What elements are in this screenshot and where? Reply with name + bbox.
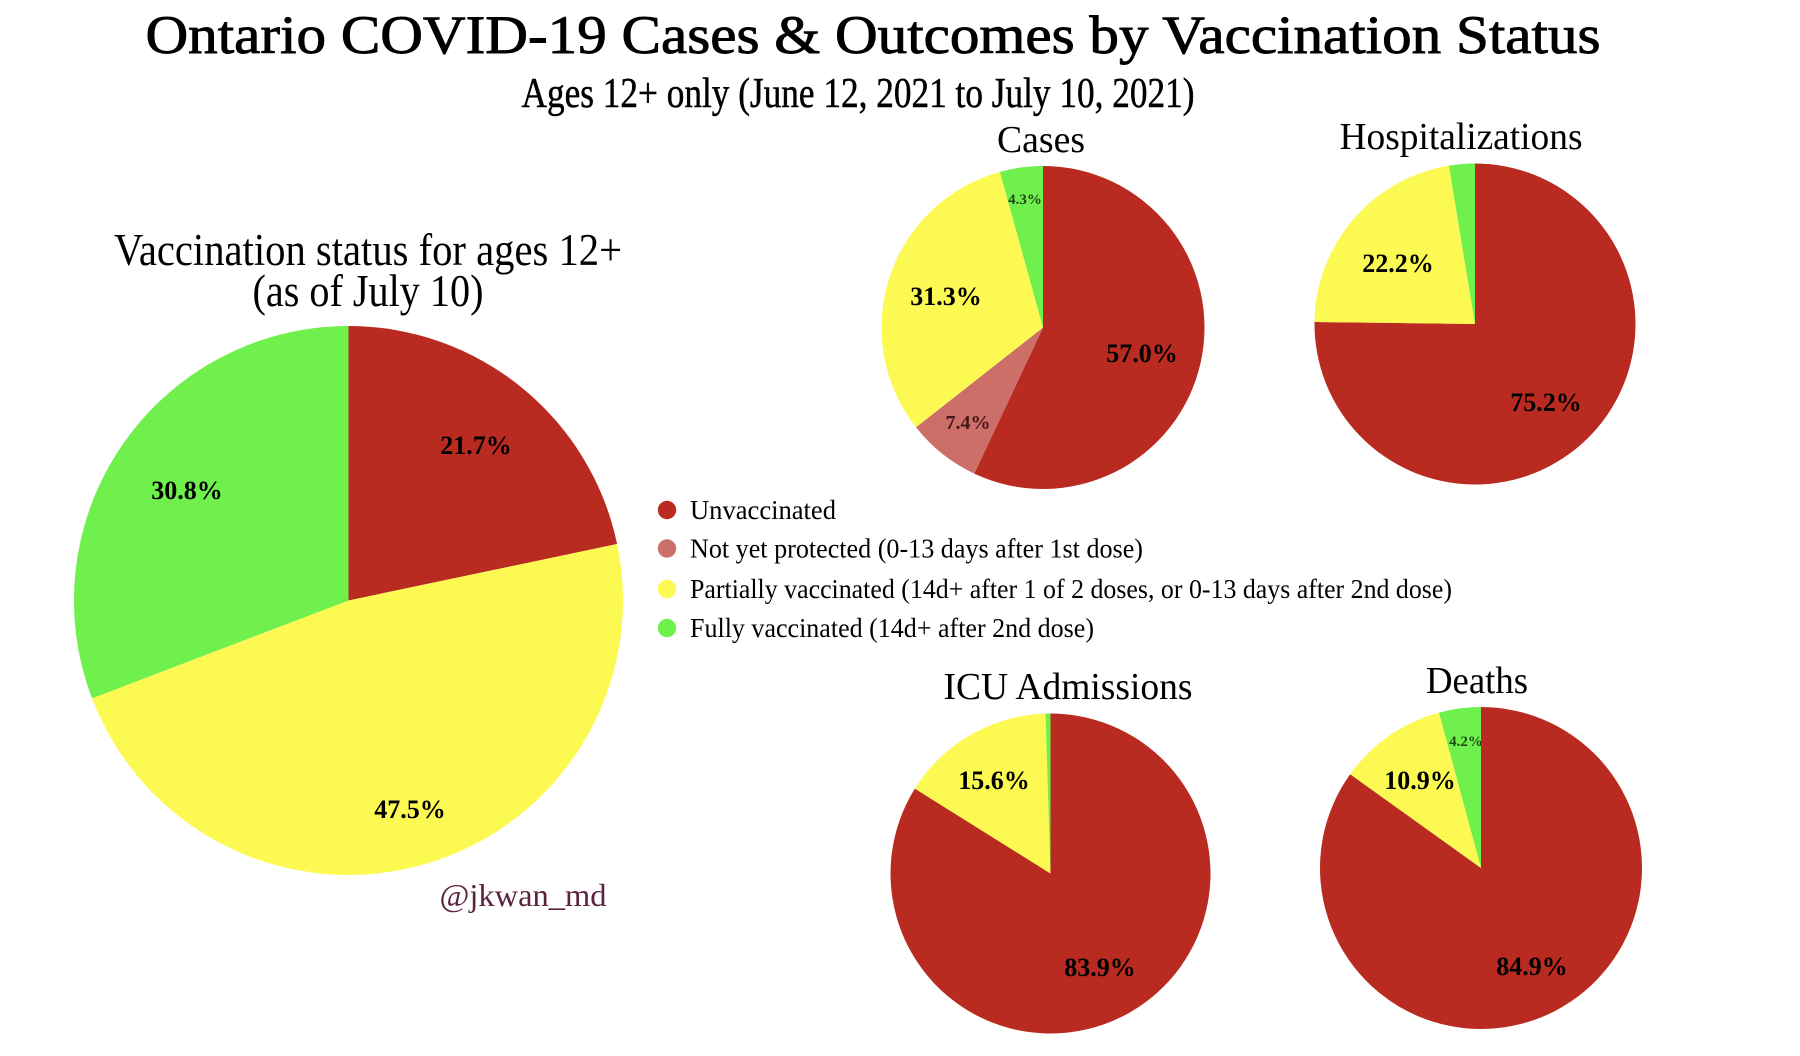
svg-text:Not yet protected (0-13 days a: Not yet protected (0-13 days after 1st d… bbox=[690, 534, 1143, 564]
svg-text:Cases: Cases bbox=[997, 119, 1085, 161]
svg-text:57.0%: 57.0% bbox=[1106, 339, 1178, 368]
svg-text:83.9%: 83.9% bbox=[1064, 953, 1136, 982]
svg-text:Partially vaccinated (14d+ aft: Partially vaccinated (14d+ after 1 of 2 … bbox=[690, 574, 1452, 604]
svg-text:Ontario COVID-19 Cases & Outco: Ontario COVID-19 Cases & Outcomes by Vac… bbox=[146, 5, 1601, 65]
svg-text:47.5%: 47.5% bbox=[374, 795, 446, 824]
svg-text:(as of July 10): (as of July 10) bbox=[253, 266, 484, 316]
svg-text:Unvaccinated: Unvaccinated bbox=[690, 495, 836, 525]
svg-text:21.7%: 21.7% bbox=[440, 431, 512, 460]
svg-text:30.8%: 30.8% bbox=[151, 476, 223, 505]
svg-text:31.3%: 31.3% bbox=[910, 282, 982, 311]
svg-text:Vaccination status for ages 12: Vaccination status for ages 12+ bbox=[114, 225, 622, 275]
svg-text:Fully vaccinated (14d+ after 2: Fully vaccinated (14d+ after 2nd dose) bbox=[690, 613, 1094, 643]
svg-text:Ages 12+ only (June 12, 2021 t: Ages 12+ only (June 12, 2021 to July 10,… bbox=[522, 71, 1195, 117]
svg-text:4.2%: 4.2% bbox=[1449, 734, 1483, 750]
svg-text:22.2%: 22.2% bbox=[1362, 249, 1434, 278]
svg-text:ICU Admissions: ICU Admissions bbox=[944, 666, 1193, 708]
svg-text:@jkwan_md: @jkwan_md bbox=[440, 877, 607, 913]
svg-text:Deaths: Deaths bbox=[1426, 660, 1528, 702]
svg-text:84.9%: 84.9% bbox=[1496, 952, 1568, 981]
svg-text:75.2%: 75.2% bbox=[1510, 388, 1582, 417]
svg-text:10.9%: 10.9% bbox=[1384, 766, 1456, 795]
svg-text:7.4%: 7.4% bbox=[946, 412, 991, 434]
svg-text:Hospitalizations: Hospitalizations bbox=[1340, 116, 1583, 158]
svg-text:4.3%: 4.3% bbox=[1008, 192, 1042, 208]
svg-text:15.6%: 15.6% bbox=[958, 766, 1030, 795]
